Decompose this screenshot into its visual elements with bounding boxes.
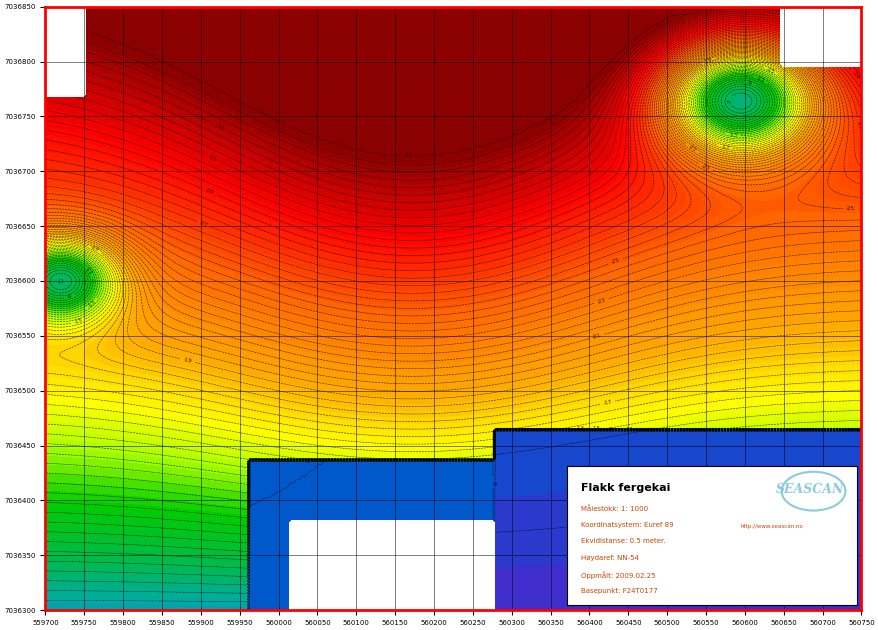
Text: -3: -3 — [490, 480, 495, 486]
Text: -21: -21 — [687, 144, 696, 153]
Text: Oppmålt: 2009.02.25: Oppmålt: 2009.02.25 — [581, 571, 655, 579]
Text: -17: -17 — [90, 245, 99, 253]
Text: SEASCAN: SEASCAN — [775, 483, 843, 496]
Text: -11: -11 — [83, 265, 93, 275]
Text: -11: -11 — [754, 75, 765, 83]
Text: http://www.seascan.no: http://www.seascan.no — [740, 524, 803, 529]
Text: Høydaref: NN-54: Høydaref: NN-54 — [581, 555, 638, 561]
Text: Ekvidistanse: 0.5 meter.: Ekvidistanse: 0.5 meter. — [581, 538, 666, 544]
Text: -13: -13 — [87, 299, 97, 309]
Text: -3: -3 — [305, 459, 310, 464]
Text: -25: -25 — [845, 206, 854, 212]
Text: -15: -15 — [765, 66, 775, 74]
Text: -13: -13 — [728, 132, 738, 138]
Text: -29: -29 — [205, 188, 214, 196]
Text: -7: -7 — [253, 458, 258, 463]
Text: -33: -33 — [215, 123, 225, 132]
Text: -7: -7 — [726, 98, 731, 103]
Text: -9: -9 — [67, 294, 73, 300]
Text: -5: -5 — [566, 428, 572, 433]
Text: -25: -25 — [610, 258, 620, 265]
Text: -15: -15 — [592, 426, 601, 431]
Text: -31: -31 — [207, 154, 218, 163]
Text: -23: -23 — [700, 163, 710, 171]
Text: -13: -13 — [575, 427, 584, 432]
Text: Målestokk: 1: 1000: Målestokk: 1: 1000 — [581, 505, 648, 512]
Text: -17: -17 — [719, 144, 729, 151]
Text: -11: -11 — [624, 427, 633, 432]
Text: Flakk fergekai: Flakk fergekai — [581, 483, 670, 493]
Text: -9: -9 — [607, 427, 613, 432]
Text: -15: -15 — [73, 318, 83, 325]
Text: -27: -27 — [198, 220, 209, 228]
Text: -19: -19 — [702, 57, 713, 65]
Text: -29: -29 — [850, 71, 860, 80]
Text: -19: -19 — [182, 357, 192, 364]
Text: Koordinatsystem: Euref 89: Koordinatsystem: Euref 89 — [581, 522, 673, 528]
Text: -17: -17 — [602, 399, 612, 406]
Text: -21: -21 — [591, 333, 601, 340]
Text: -27: -27 — [855, 120, 861, 130]
Text: Basepunkt: F24T0177: Basepunkt: F24T0177 — [581, 588, 658, 594]
Text: -35: -35 — [403, 152, 413, 158]
Text: -23: -23 — [596, 297, 606, 304]
Text: -9: -9 — [745, 80, 752, 86]
